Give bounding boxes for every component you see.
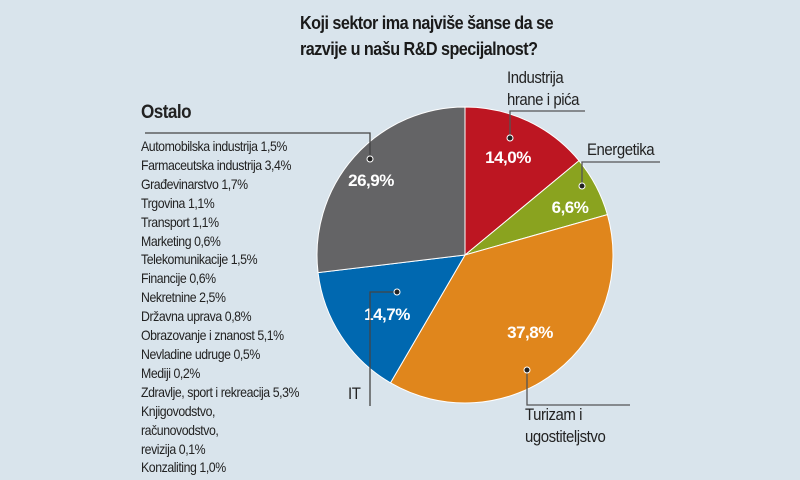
- callout-line-it: [369, 291, 397, 406]
- ostalo-item: Farmaceutska industrija 3,4%: [141, 156, 291, 173]
- label-line: hrane i pića: [507, 90, 580, 109]
- callout-dot-ostalo: [366, 155, 374, 163]
- value-label-it: 14,7%: [364, 305, 410, 324]
- ostalo-heading: Ostalo: [141, 102, 192, 123]
- callout-line-energetika: [581, 161, 660, 186]
- ostalo-item: Telekomunikacije 1,5%: [141, 251, 258, 268]
- ostalo-item: Trgovina 1,1%: [141, 194, 215, 211]
- ostalo-item: Automobilska industrija 1,5%: [141, 138, 287, 154]
- ostalo-item: računovodstvo,: [141, 421, 219, 438]
- label-line: Energetika: [587, 140, 655, 159]
- ostalo-item: Zdravlje, sport i rekreacija 5,3%: [141, 383, 300, 400]
- ostalo-item: Nevladine udruge 0,5%: [141, 345, 260, 362]
- label-line: Turizam i: [525, 405, 582, 424]
- ostalo-item: Transport 1,1%: [141, 213, 219, 230]
- chart-title-line: razvije u našu R&D specijalnost?: [300, 39, 538, 59]
- ostalo-item: Državna uprava 0,8%: [141, 308, 252, 325]
- callout-line-turizam: [526, 370, 630, 406]
- callout-dot-it: [393, 288, 401, 296]
- ostalo-item: Knjigovodstvo,: [141, 402, 215, 419]
- chart-title-line: Koji sektor ima najviše šanse da se: [300, 13, 554, 33]
- value-label-turizam: 37,8%: [507, 323, 553, 342]
- ostalo-item: Financije 0,6%: [141, 270, 216, 287]
- ostalo-item: Mediji 0,2%: [141, 364, 200, 381]
- callout-dot-turizam: [523, 366, 531, 374]
- label-line: Industrija: [507, 68, 564, 87]
- ostalo-item: Nekretnine 2,5%: [141, 289, 226, 306]
- callout-line-industrija: [509, 110, 585, 138]
- label-line: ugostiteljstvo: [525, 427, 606, 446]
- pie-slice-it: [317, 254, 466, 384]
- pie-slice-ostalo: [316, 106, 466, 274]
- chart-title: Koji sektor ima najviše šanse da se razv…: [300, 10, 588, 62]
- ostalo-item: Obrazovanje i znanost 5,1%: [141, 327, 284, 344]
- label-turizam: Turizam i ugostiteljstvo: [525, 404, 606, 448]
- ostalo-item: revizija 0,1%: [141, 440, 206, 457]
- ostalo-breakdown-list: Automobilska industrija 1,5% Farmaceutska…: [141, 137, 299, 477]
- ostalo-item: Konzaliting 1,0%: [141, 459, 226, 476]
- value-label-energetika: 6,6%: [552, 198, 589, 217]
- callout-dot-energetika: [578, 182, 586, 190]
- ostalo-item: Građevinarstvo 1,7%: [141, 175, 248, 192]
- label-it: IT: [348, 383, 361, 405]
- ostalo-item: Marketing 0,6%: [141, 232, 221, 249]
- value-label-ostalo: 26,9%: [348, 171, 394, 190]
- label-line: IT: [348, 384, 361, 403]
- callout-dot-industrija: [506, 134, 514, 142]
- pie-slice-industrija: [464, 106, 580, 257]
- label-industrija: Industrija hrane i pića: [507, 67, 580, 111]
- callout-line-ostalo: [145, 132, 371, 159]
- value-label-industrija: 14,0%: [485, 148, 531, 167]
- label-energetika: Energetika: [587, 139, 655, 161]
- pie-slice-turizam: [389, 213, 614, 404]
